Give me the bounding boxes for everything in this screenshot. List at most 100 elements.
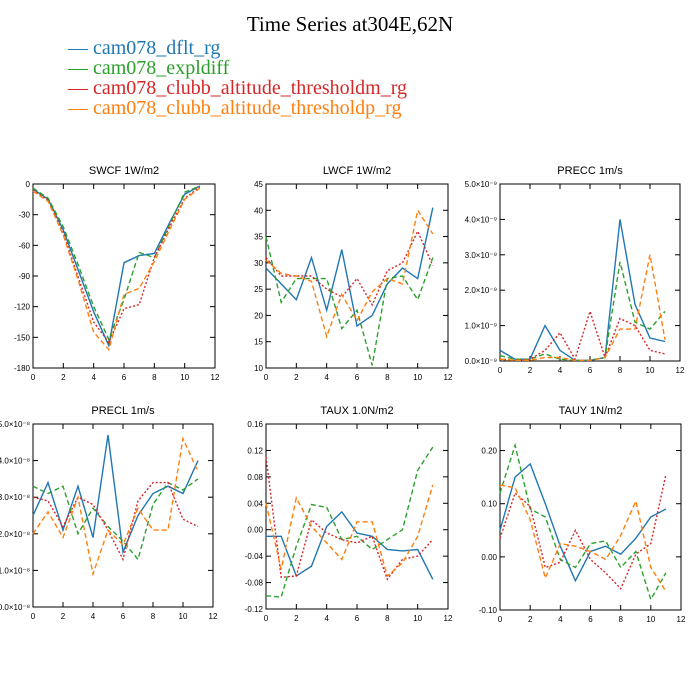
- y-tick-label: 2.0×10⁻⁹: [465, 286, 497, 295]
- y-tick-label: 1.0×10⁻⁹: [465, 322, 497, 331]
- y-tick-label: -180: [14, 364, 31, 373]
- legend-label: cam078_clubb_altitude_thresholdm_rg: [93, 77, 408, 99]
- chart-title: LWCF 1W/m2: [323, 165, 391, 177]
- y-tick-label: -150: [14, 333, 31, 342]
- y-tick-label: 0.00: [481, 553, 497, 562]
- series-line: [265, 484, 434, 578]
- x-tick-label: 2: [294, 373, 299, 382]
- series-line: [499, 484, 667, 592]
- plot-frame: [499, 183, 681, 362]
- y-tick-label: 0: [26, 180, 31, 189]
- x-tick-label: 12: [444, 373, 453, 382]
- y-tick-label: 0.10: [481, 500, 497, 509]
- series-line: [265, 208, 434, 339]
- y-tick-label: 0.0×10⁻⁹: [465, 357, 497, 366]
- x-tick-label: 10: [646, 366, 655, 375]
- y-tick-label: -0.08: [245, 579, 264, 588]
- x-tick-label: 10: [179, 612, 188, 621]
- x-tick-label: 4: [558, 615, 563, 624]
- y-tick-label: 4.0×10⁻⁹: [465, 215, 497, 224]
- x-tick-label: 12: [211, 373, 220, 382]
- chart-title: PRECC 1m/s: [557, 165, 623, 177]
- x-tick-label: 6: [122, 373, 127, 382]
- x-tick-label: 0: [31, 612, 36, 621]
- x-tick-label: 12: [209, 612, 218, 621]
- x-tick-label: 6: [588, 615, 593, 624]
- y-tick-label: 0.00: [247, 526, 263, 535]
- x-tick-label: 8: [385, 614, 390, 623]
- chart-title: TAUX 1.0N/m2: [320, 405, 393, 417]
- chart-panel: TAUY 1N/m2 -0.10 0.00 0.10 0.20 0 2 4 6 8 10 12: [479, 405, 686, 624]
- x-tick-label: 8: [385, 373, 390, 382]
- legend: — cam078_dflt_rg — cam078_expldiff — cam…: [68, 38, 407, 118]
- y-tick-label: 40: [254, 206, 263, 215]
- legend-item: — cam078_clubb_altitude_thresholdp_rg: [68, 98, 407, 118]
- x-tick-label: 6: [355, 614, 360, 623]
- series-line: [32, 187, 201, 352]
- series-line: [499, 254, 666, 361]
- series-line: [32, 185, 201, 342]
- y-tick-label: 3.0×10⁻⁸: [0, 493, 30, 502]
- series-line: [499, 474, 667, 590]
- legend-line-marker: —: [68, 57, 93, 79]
- x-tick-label: 10: [180, 373, 189, 382]
- legend-line-marker: —: [68, 37, 93, 59]
- plot-frame: [32, 423, 214, 608]
- y-tick-label: 2.0×10⁻⁸: [0, 530, 30, 539]
- chart-title: SWCF 1W/m2: [89, 165, 159, 177]
- chart-title: PRECL 1m/s: [91, 405, 155, 417]
- y-tick-label: 35: [254, 233, 263, 242]
- x-tick-label: 8: [152, 373, 157, 382]
- legend-line-marker: —: [68, 97, 93, 119]
- x-tick-label: 2: [61, 612, 66, 621]
- series-line: [265, 446, 434, 598]
- legend-item: — cam078_clubb_altitude_thresholdm_rg: [68, 78, 407, 98]
- series-line: [499, 219, 666, 361]
- y-tick-label: 45: [254, 180, 263, 189]
- y-tick-label: -0.10: [479, 606, 498, 615]
- x-tick-label: 6: [588, 366, 593, 375]
- series-line: [499, 309, 666, 362]
- x-tick-label: 8: [151, 612, 156, 621]
- y-tick-label: 3.0×10⁻⁹: [465, 251, 497, 260]
- y-tick-label: 0.16: [247, 420, 263, 429]
- series-line: [499, 462, 667, 583]
- x-tick-label: 4: [324, 373, 329, 382]
- y-tick-label: 20: [254, 311, 263, 320]
- legend-label: cam078_expldiff: [93, 57, 230, 79]
- legend-label: cam078_dflt_rg: [93, 37, 221, 59]
- chart-panel: PRECL 1m/s 0.0×10⁻⁸ 1.0×10⁻⁸ 2.0×10⁻⁸ 3.0×10…: [0, 405, 218, 621]
- x-tick-label: 0: [498, 615, 503, 624]
- x-tick-label: 2: [294, 614, 299, 623]
- chart-title: TAUY 1N/m2: [559, 405, 623, 417]
- series-line: [32, 436, 199, 577]
- x-tick-label: 4: [324, 614, 329, 623]
- y-tick-label: 1.0×10⁻⁸: [0, 566, 30, 575]
- x-tick-label: 8: [618, 615, 623, 624]
- y-tick-label: 10: [254, 364, 263, 373]
- legend-item: — cam078_dflt_rg: [68, 38, 407, 58]
- x-tick-label: 0: [264, 373, 269, 382]
- legend-label: cam078_clubb_altitude_thresholdp_rg: [93, 97, 402, 119]
- x-tick-label: 12: [676, 366, 685, 375]
- x-tick-label: 12: [677, 615, 686, 624]
- chart-panel: LWCF 1W/m2 10 15 20 25 30 35 40 45 0 2 4 6 8 10 12: [254, 165, 453, 382]
- y-tick-label: -0.12: [245, 605, 264, 614]
- y-tick-label: -60: [18, 241, 30, 250]
- y-tick-label: 0.0×10⁻⁸: [0, 603, 30, 612]
- x-tick-label: 12: [444, 614, 453, 623]
- y-tick-label: 0.20: [481, 447, 497, 456]
- y-tick-label: -90: [18, 272, 30, 281]
- plot-frame: [32, 183, 216, 369]
- series-line: [266, 510, 434, 580]
- x-tick-label: 10: [413, 614, 422, 623]
- x-tick-label: 0: [31, 373, 36, 382]
- x-tick-label: 8: [618, 366, 623, 375]
- series-line: [32, 186, 201, 344]
- legend-item: — cam078_expldiff: [68, 58, 407, 78]
- x-tick-label: 4: [91, 612, 96, 621]
- series-line: [499, 442, 667, 602]
- chart-panel: TAUX 1.0N/m2 -0.12 -0.08 -0.04 0.00 0.04 0.08 0…: [245, 405, 453, 623]
